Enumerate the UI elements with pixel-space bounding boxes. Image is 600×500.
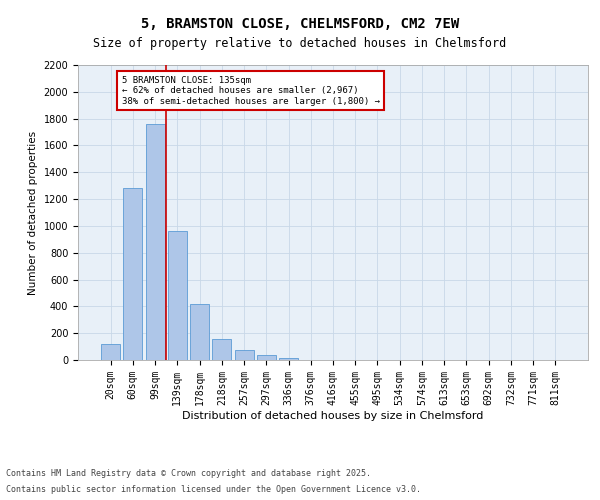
Text: Contains HM Land Registry data © Crown copyright and database right 2025.: Contains HM Land Registry data © Crown c…	[6, 468, 371, 477]
Bar	[279, 358, 298, 360]
Text: Contains public sector information licensed under the Open Government Licence v3: Contains public sector information licen…	[6, 485, 421, 494]
Bar	[124, 188, 142, 360]
Text: Size of property relative to detached houses in Chelmsford: Size of property relative to detached ho…	[94, 38, 506, 51]
Text: 5 BRAMSTON CLOSE: 135sqm
← 62% of detached houses are smaller (2,967)
38% of sem: 5 BRAMSTON CLOSE: 135sqm ← 62% of detach…	[122, 76, 380, 106]
Bar	[101, 344, 120, 360]
Bar	[146, 124, 164, 360]
Bar	[235, 350, 254, 360]
Y-axis label: Number of detached properties: Number of detached properties	[28, 130, 38, 294]
Text: 5, BRAMSTON CLOSE, CHELMSFORD, CM2 7EW: 5, BRAMSTON CLOSE, CHELMSFORD, CM2 7EW	[141, 18, 459, 32]
Bar	[168, 232, 187, 360]
Bar	[190, 304, 209, 360]
Bar	[257, 356, 276, 360]
X-axis label: Distribution of detached houses by size in Chelmsford: Distribution of detached houses by size …	[182, 410, 484, 420]
Bar	[212, 339, 231, 360]
